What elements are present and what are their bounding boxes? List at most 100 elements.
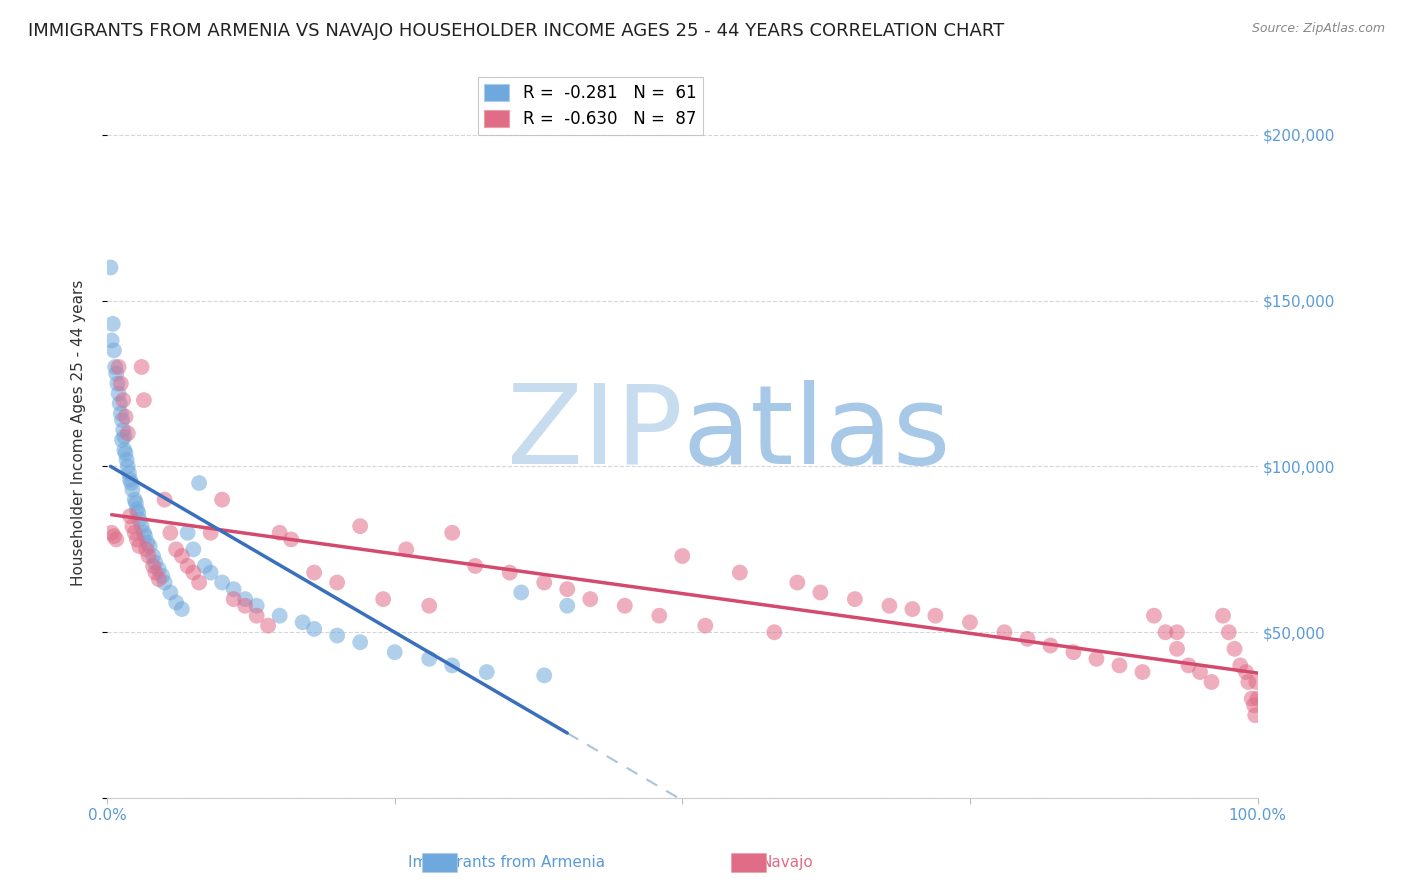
Point (349, 519, 371, 533)
Text: IMMIGRANTS FROM ARMENIA VS NAVAJO HOUSEHOLDER INCOME AGES 25 - 44 YEARS CORRELAT: IMMIGRANTS FROM ARMENIA VS NAVAJO HOUSEH… (28, 22, 1004, 40)
Point (176, 525, 198, 540)
Point (120, 476, 142, 491)
Point (118, 466, 141, 480)
Point (233, 592, 256, 607)
Point (100, 334, 122, 348)
Text: Navajo: Navajo (761, 855, 814, 870)
Point (176, 558, 198, 573)
Point (326, 575, 349, 590)
Point (395, 542, 418, 557)
Point (993, 625, 1015, 640)
Point (555, 599, 578, 613)
Point (441, 658, 464, 673)
Point (194, 558, 217, 573)
Point (124, 525, 146, 540)
Point (132, 393, 155, 408)
Point (579, 592, 602, 607)
Point (112, 429, 135, 443)
Point (103, 529, 125, 543)
Point (1039, 639, 1062, 653)
Text: ZIP: ZIP (506, 380, 682, 487)
Point (165, 542, 187, 557)
Point (104, 359, 127, 374)
Point (211, 492, 233, 507)
Point (808, 585, 831, 599)
Point (1188, 665, 1211, 679)
Point (124, 492, 146, 507)
Point (107, 386, 129, 401)
Point (150, 569, 173, 583)
Point (114, 446, 136, 460)
Point (1212, 608, 1234, 623)
Point (1177, 658, 1199, 673)
Point (1244, 708, 1267, 723)
Point (138, 549, 160, 563)
Point (257, 618, 280, 632)
Point (786, 575, 808, 590)
Point (142, 558, 165, 573)
Point (101, 317, 124, 331)
Point (211, 575, 233, 590)
Point (112, 393, 135, 408)
Point (121, 519, 143, 533)
Legend: R =  -0.281   N =  61, R =  -0.630   N =  87: R = -0.281 N = 61, R = -0.630 N = 87 (478, 77, 703, 135)
Point (136, 535, 159, 549)
Point (127, 506, 149, 520)
Point (418, 599, 440, 613)
Point (165, 595, 187, 609)
Point (613, 599, 636, 613)
Point (763, 625, 786, 640)
Point (170, 549, 193, 563)
Point (302, 622, 325, 636)
Point (1166, 625, 1188, 640)
Point (110, 406, 132, 420)
Point (120, 509, 142, 524)
Point (1234, 665, 1257, 679)
Point (200, 525, 222, 540)
Point (1240, 691, 1263, 706)
Point (464, 558, 486, 573)
Point (1085, 652, 1108, 666)
Point (1132, 665, 1154, 679)
Point (112, 442, 135, 457)
Point (280, 533, 302, 547)
Y-axis label: Householder Income Ages 25 - 44 years: Householder Income Ages 25 - 44 years (72, 280, 86, 586)
Point (1166, 641, 1188, 656)
Point (148, 562, 170, 576)
Point (879, 599, 901, 613)
Point (111, 413, 134, 427)
Point (108, 396, 131, 410)
Text: atlas: atlas (682, 380, 950, 487)
Point (246, 608, 269, 623)
Point (128, 512, 150, 526)
Point (695, 618, 717, 632)
Point (134, 529, 156, 543)
Point (1237, 675, 1260, 690)
Point (131, 519, 153, 533)
Point (112, 423, 135, 437)
Point (533, 668, 555, 682)
Point (728, 566, 751, 580)
Point (291, 615, 314, 630)
Point (105, 367, 128, 381)
Point (121, 483, 143, 497)
Point (115, 452, 138, 467)
Point (148, 572, 170, 586)
Point (170, 602, 193, 616)
Point (671, 549, 693, 563)
Point (901, 602, 924, 616)
Point (555, 582, 578, 596)
Point (384, 645, 406, 659)
Point (117, 426, 139, 441)
Point (188, 476, 211, 491)
Point (1243, 698, 1265, 713)
Text: Source: ZipAtlas.com: Source: ZipAtlas.com (1251, 22, 1385, 36)
Point (117, 459, 139, 474)
Point (100, 260, 122, 275)
Point (269, 525, 291, 540)
Point (326, 629, 349, 643)
Point (222, 592, 245, 607)
Point (107, 376, 129, 391)
Point (222, 582, 245, 596)
Point (125, 496, 148, 510)
